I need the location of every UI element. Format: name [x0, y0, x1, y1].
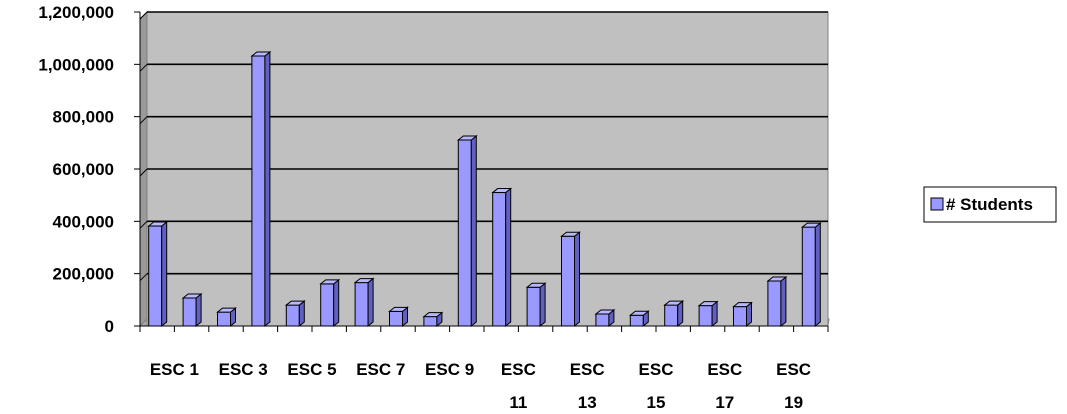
x-tick-label: ESC: [639, 360, 674, 379]
legend-series-name: # Students: [946, 195, 1033, 214]
y-tick-label: 600,000: [53, 160, 114, 179]
bar-side: [574, 231, 580, 328]
gridline-side: [139, 63, 148, 72]
bar-front: [320, 283, 335, 327]
bar-top: [216, 307, 237, 313]
bar-top: [732, 302, 753, 308]
bar-front: [492, 192, 507, 327]
x-tick-label: ESC 1: [150, 360, 199, 379]
x-tick-label: ESC 5: [287, 360, 336, 379]
bar-top: [766, 276, 788, 282]
bar-front: [251, 55, 266, 327]
bar-side: [195, 292, 202, 328]
x-tick-label: 13: [578, 393, 597, 412]
x-tick-label: ESC 9: [425, 360, 474, 379]
bar-front: [182, 297, 197, 327]
bar-top: [560, 231, 581, 237]
bar-top: [388, 306, 409, 312]
bar-top: [353, 278, 375, 284]
bar-front: [457, 139, 472, 327]
x-tick-label: 11: [509, 393, 527, 412]
bar-top: [800, 222, 822, 228]
x-tick-label: ESC 7: [356, 360, 405, 379]
legend: # Students: [923, 186, 1057, 223]
bar-front: [698, 305, 713, 327]
bar-front: [285, 304, 300, 327]
bar-top: [594, 309, 616, 315]
bar-top: [181, 293, 203, 299]
bar-side: [470, 134, 477, 328]
x-tick-label: 19: [784, 393, 803, 412]
bar-front: [664, 304, 679, 327]
bar-top: [663, 300, 685, 306]
x-tick-label: ESC: [570, 360, 605, 379]
gridline-side: [139, 168, 148, 177]
bar-side: [505, 187, 512, 328]
legend-box: [923, 186, 1057, 223]
bar-front: [389, 310, 403, 327]
bar-front: [217, 311, 231, 327]
bar-side: [264, 50, 271, 328]
bar-side: [333, 278, 340, 328]
bar-front: [767, 280, 782, 327]
bar-front: [629, 314, 644, 327]
y-tick-label: 800,000: [53, 108, 114, 127]
x-tick-label: 15: [647, 393, 666, 412]
bar-front: [801, 226, 816, 327]
bar-side: [161, 221, 168, 328]
bar-top: [491, 188, 513, 194]
bar-side: [814, 222, 821, 328]
x-axis-tick-labels: ESC 1 ESC 3 ESC 5 ESC 7 ESC 9 ESC 11 ESC 13 ESC 15…: [150, 360, 811, 412]
bar-front: [354, 282, 369, 327]
x-tick-label: 17: [715, 393, 734, 412]
bar-front: [733, 306, 747, 327]
bar-front: [148, 225, 163, 327]
plot-side-wall: [139, 10, 148, 328]
bar-side: [539, 282, 546, 328]
legend-swatch: [930, 197, 944, 211]
x-tick-label: ESC: [501, 360, 536, 379]
gridline-side: [139, 220, 148, 229]
bar-front: [526, 286, 541, 327]
bar-top: [284, 300, 306, 306]
x-tick-label: ESC: [776, 360, 811, 379]
bar-top: [147, 221, 169, 227]
y-axis-tick-labels: 0 200,000 400,000 600,000 800,000 1,000,000 1,…: [38, 3, 114, 336]
bar-front: [423, 316, 438, 327]
gridline-side: [139, 116, 148, 125]
bars: [147, 50, 822, 328]
bar-front: [595, 313, 610, 327]
y-tick-label: 1,200,000: [38, 3, 114, 22]
y-tick-label: 400,000: [53, 212, 114, 231]
y-tick-label: 0: [105, 317, 114, 336]
x-tick-label: ESC: [707, 360, 742, 379]
bar-top: [250, 51, 272, 57]
bar-front: [561, 235, 575, 327]
y-tick-label: 200,000: [53, 265, 114, 284]
gridline-side: [139, 11, 148, 20]
bar-side: [367, 277, 374, 328]
bar-top: [628, 310, 650, 316]
bar-top: [697, 301, 719, 307]
gridline-side: [139, 273, 148, 282]
bar-top: [422, 312, 444, 318]
bar-side: [780, 275, 787, 328]
y-tick-label: 1,000,000: [38, 55, 114, 74]
bar-top: [456, 135, 478, 141]
bar-top: [525, 282, 547, 288]
bar-top: [319, 279, 341, 285]
x-tick-label: ESC 3: [219, 360, 268, 379]
